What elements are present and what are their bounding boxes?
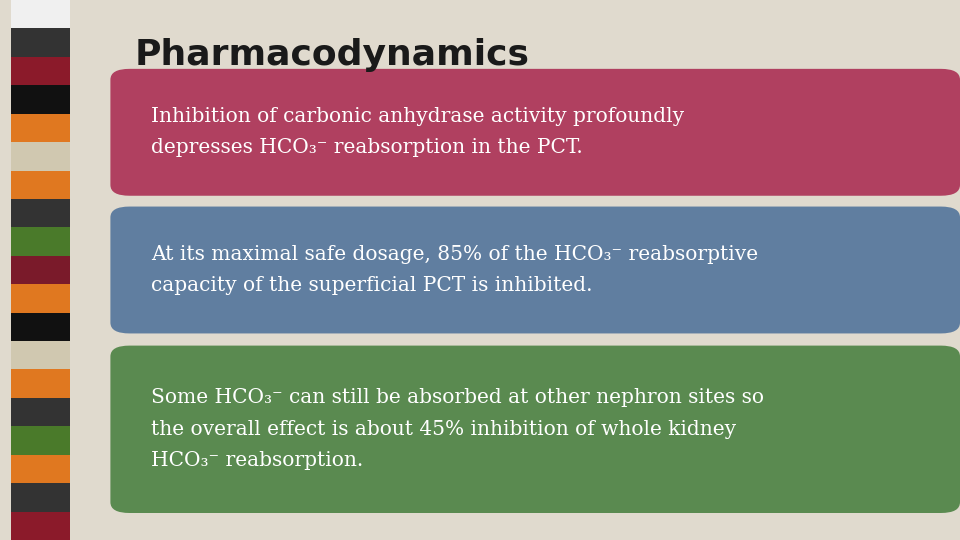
FancyBboxPatch shape [110,69,960,195]
Bar [8,199,70,227]
Text: Pharmacodynamics: Pharmacodynamics [134,38,529,72]
Text: HCO₃⁻ reabsorption.: HCO₃⁻ reabsorption. [151,451,363,470]
Bar [0,0,11,540]
Bar [8,142,70,171]
Text: At its maximal safe dosage, 85% of the HCO₃⁻ reabsorptive: At its maximal safe dosage, 85% of the H… [151,245,757,264]
FancyBboxPatch shape [110,206,960,333]
Bar [8,171,70,199]
Bar [8,0,70,29]
Text: depresses HCO₃⁻ reabsorption in the PCT.: depresses HCO₃⁻ reabsorption in the PCT. [151,138,583,158]
FancyBboxPatch shape [110,346,960,513]
Bar [8,227,70,256]
Bar [8,455,70,483]
Bar [8,256,70,284]
Bar [8,341,70,369]
Bar [8,483,70,511]
Bar [8,284,70,313]
Bar [8,369,70,398]
Text: capacity of the superficial PCT is inhibited.: capacity of the superficial PCT is inhib… [151,276,592,295]
Bar [8,114,70,142]
Bar [8,426,70,455]
Text: Inhibition of carbonic anhydrase activity profoundly: Inhibition of carbonic anhydrase activit… [151,107,684,126]
Text: Some HCO₃⁻ can still be absorbed at other nephron sites so: Some HCO₃⁻ can still be absorbed at othe… [151,388,764,408]
Text: the overall effect is about 45% inhibition of whole kidney: the overall effect is about 45% inhibiti… [151,420,736,439]
Bar [8,85,70,114]
Bar [8,313,70,341]
Bar [8,29,70,57]
Bar [8,511,70,540]
Bar [8,57,70,85]
Bar [8,398,70,426]
